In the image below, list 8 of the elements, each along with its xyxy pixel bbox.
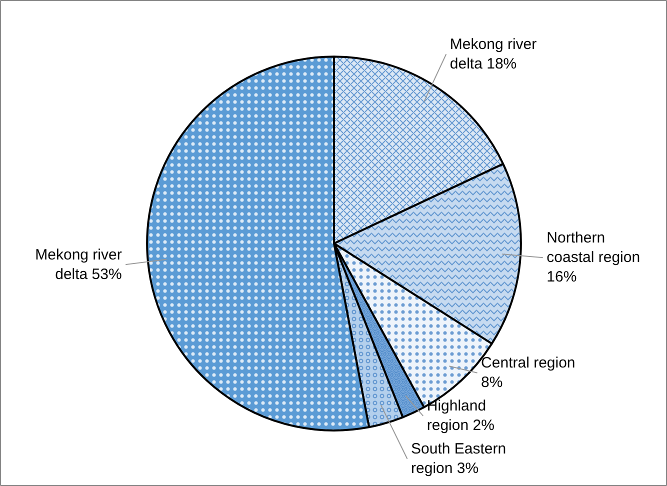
data-label: 8% xyxy=(481,374,503,392)
slice-label: Highland region 2% xyxy=(426,398,494,434)
slice-label: Mekong river delta 53% xyxy=(35,246,122,283)
slice-label: Mekong river delta 18% xyxy=(450,36,537,72)
slice-label: South Eastern region 3% xyxy=(411,440,506,478)
slice-label: Northern coastal region xyxy=(546,230,640,266)
slice-label: Central region xyxy=(481,354,576,372)
data-label: 16% xyxy=(546,268,577,286)
